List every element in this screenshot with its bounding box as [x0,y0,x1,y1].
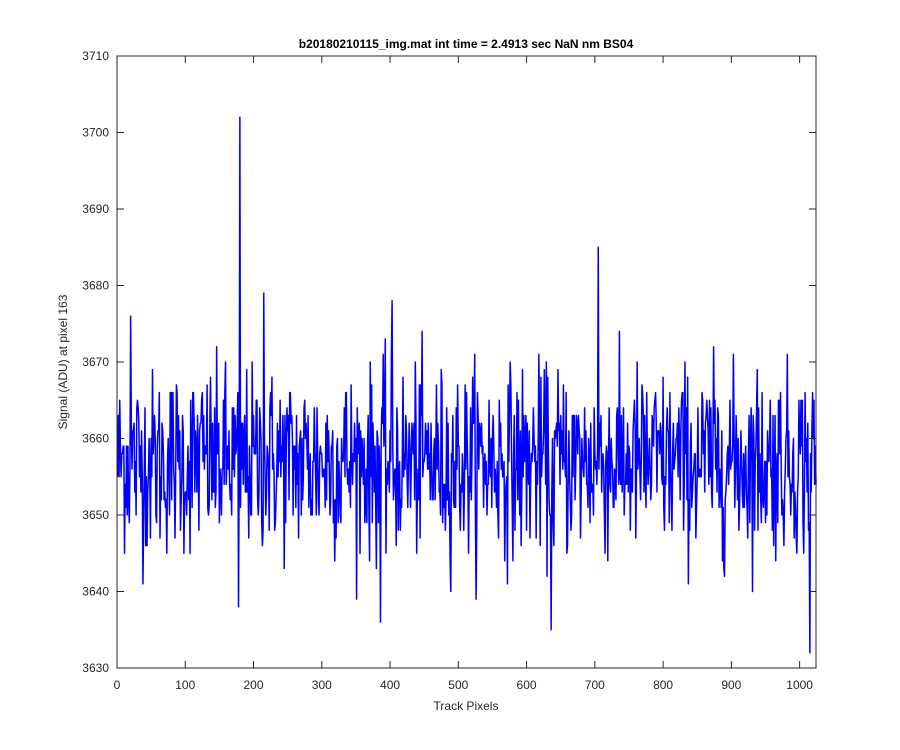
y-tick-label: 3680 [82,279,109,293]
x-tick-label: 700 [585,678,605,692]
x-tick-label: 300 [312,678,332,692]
series-layer [116,116,817,654]
x-tick-label: 400 [380,678,400,692]
plot-area [117,56,816,668]
axes-layer: 0 100 200 300 400 500 600 700 800 900 1000 3630 3640… [82,49,817,692]
x-tick-label: 1000 [786,678,813,692]
y-axis-label: Signal (ADU) at pixel 163 [56,294,70,429]
series-line [116,116,817,654]
x-tick-label: 0 [114,678,121,692]
x-tick-label: 600 [517,678,537,692]
x-tick-label: 800 [653,678,673,692]
x-tick-label: 100 [175,678,195,692]
y-tick-label: 3660 [82,432,109,446]
y-tick-label: 3640 [82,585,109,599]
y-tick-label: 3670 [82,355,109,369]
y-tick-label: 3710 [82,49,109,63]
x-tick-label: 500 [448,678,468,692]
y-tick-label: 3690 [82,202,109,216]
chart-title: b20180210115_img.mat int time = 2.4913 s… [299,37,634,51]
x-axis-label: Track Pixels [434,699,499,713]
y-tick-label: 3650 [82,508,109,522]
y-tick-label: 3700 [82,126,109,140]
x-tick-label: 900 [721,678,741,692]
y-tick-label: 3630 [82,661,109,675]
x-tick-label: 200 [244,678,264,692]
